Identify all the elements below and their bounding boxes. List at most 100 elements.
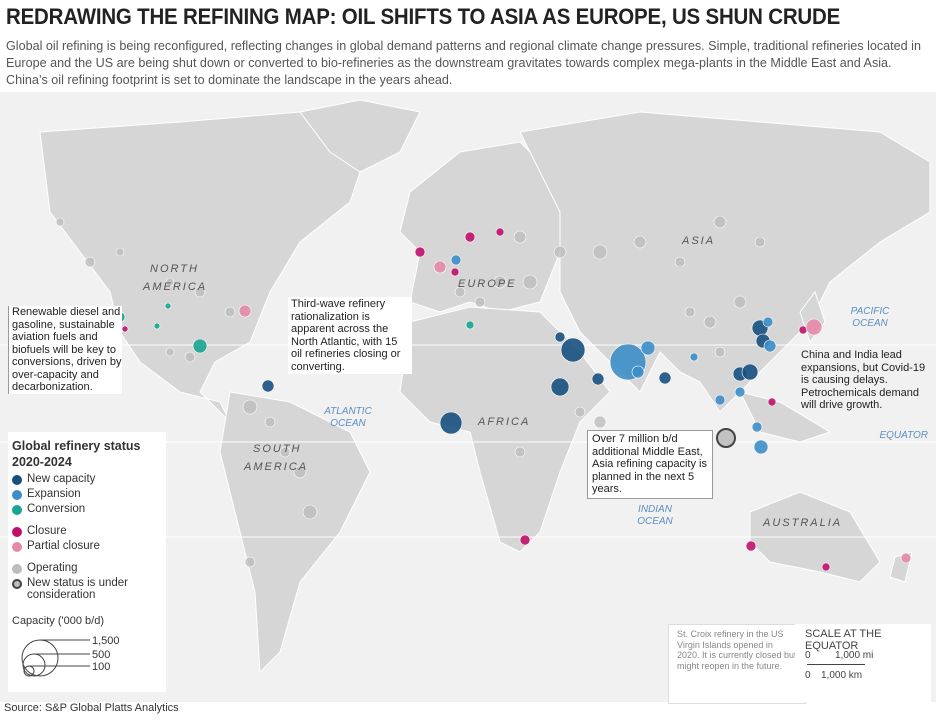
source: Source: S&P Global Platts Analytics <box>4 702 179 714</box>
refinery-marker <box>279 446 291 458</box>
refinery-marker <box>592 244 608 260</box>
refinery-marker <box>244 556 256 568</box>
title: REDRAWING THE REFINING MAP: OIL SHIFTS T… <box>6 4 841 29</box>
capacity-title: Capacity ('000 b/d) <box>12 615 104 627</box>
size-circle <box>21 639 59 677</box>
legend-swatch <box>12 527 22 537</box>
refinery-marker <box>716 428 736 448</box>
refinery-marker <box>550 377 570 397</box>
ocean-label: OCEAN <box>330 418 366 429</box>
legend: Global refinery status 2020-2024 New cap… <box>8 432 166 692</box>
legend-swatch <box>12 475 22 485</box>
refinery-marker <box>192 338 208 354</box>
scale-label: 1,000 km <box>821 670 863 681</box>
scale-title: SCALE AT THE EQUATOR <box>805 628 882 652</box>
legend-swatch <box>12 490 22 500</box>
refinery-marker <box>433 260 447 274</box>
refinery-marker <box>640 340 656 356</box>
refinery-marker <box>184 351 196 363</box>
refinery-marker <box>439 411 463 435</box>
refinery-marker <box>115 247 125 257</box>
ocean-label: OCEAN <box>637 516 673 527</box>
legend-swatch <box>12 564 22 574</box>
refinery-marker <box>121 325 129 333</box>
scale-label: 0 <box>805 650 811 661</box>
refinery-marker <box>522 274 538 290</box>
legend-title: 2020-2024 <box>12 455 72 469</box>
refinery-marker <box>302 504 318 520</box>
refinery-marker <box>684 306 696 318</box>
refinery-marker <box>751 421 763 433</box>
refinery-marker <box>84 256 96 268</box>
refinery-marker <box>763 339 777 353</box>
refinery-marker <box>514 446 526 458</box>
annotation: Third-wave refinery rationalization is a… <box>288 297 412 374</box>
refinery-marker <box>754 236 766 248</box>
refinery-marker <box>242 399 258 415</box>
refinery-marker <box>821 562 831 572</box>
ocean-label: PACIFIC <box>851 306 890 317</box>
size-label: 500 <box>92 649 110 661</box>
legend-item: New capacity <box>12 473 166 485</box>
capacity-legend: 1,500 500 100 <box>21 635 120 677</box>
region-label: SOUTH <box>253 443 302 455</box>
refinery-marker <box>464 231 476 243</box>
legend-swatch <box>12 542 22 552</box>
refinery-marker <box>900 552 912 564</box>
refinery-marker <box>753 439 769 455</box>
refinery-marker <box>553 245 567 259</box>
refinery-marker <box>513 230 527 244</box>
annotation: China and India lead expansions, but Cov… <box>801 349 926 411</box>
refinery-marker <box>238 304 252 318</box>
refinery-marker <box>713 215 727 229</box>
refinery-marker <box>164 302 172 310</box>
scale-label: 0 <box>805 670 811 681</box>
refinery-marker <box>703 315 717 329</box>
legend-item: Expansion <box>12 488 166 500</box>
region-label: AFRICA <box>477 416 530 428</box>
annotation: St. Croix refinery in the US Virgin Isla… <box>668 624 806 704</box>
region-label: NORTH <box>150 263 199 275</box>
refinery-marker <box>165 277 175 287</box>
refinery-marker <box>734 386 746 398</box>
land <box>39 99 931 674</box>
refinery-marker <box>591 372 605 386</box>
legend-item: Conversion <box>12 503 166 515</box>
legend-label: Partial closure <box>27 540 100 552</box>
legend-label: Operating <box>27 562 78 574</box>
legend-item: Closure <box>12 525 166 537</box>
size-label: 1,500 <box>92 635 120 647</box>
refinery-marker <box>762 316 774 328</box>
legend-label: New capacity <box>27 473 96 485</box>
legend-swatch <box>12 579 22 589</box>
refinery-marker <box>574 406 586 418</box>
scale-label: 1,000 mi <box>835 650 874 661</box>
region-label: ASIA <box>681 235 715 247</box>
refinery-marker <box>631 365 645 379</box>
refinery-marker <box>714 346 726 358</box>
region-label: AMERICA <box>243 461 308 473</box>
region-label: AMERICA <box>142 281 207 293</box>
refinery-marker <box>414 246 426 258</box>
refinery-marker <box>745 540 757 552</box>
annotation: Renewable diesel and gasoline, sustainab… <box>8 306 122 394</box>
scale-line <box>807 664 865 665</box>
refinery-marker <box>689 352 699 362</box>
refinery-marker <box>495 227 505 237</box>
refinery-marker <box>560 337 586 363</box>
refinery-marker <box>55 217 65 227</box>
subtitle: Global oil refining is being reconfigure… <box>6 39 921 87</box>
legend-swatch <box>12 505 22 515</box>
refinery-marker <box>805 318 823 336</box>
legend-label: Conversion <box>27 503 86 515</box>
legend-label: New status is under consideration <box>27 577 128 601</box>
ocean-label: OCEAN <box>852 318 888 329</box>
refinery-marker <box>450 267 460 277</box>
refinery-marker <box>741 363 759 381</box>
refinery-marker <box>633 235 647 249</box>
region-label: EUROPE <box>458 278 516 290</box>
region-labels: NORTH AMERICA SOUTH AMERICA EUROPE AFRIC… <box>142 235 928 529</box>
legend-item: Operating <box>12 562 166 574</box>
ocean-label: INDIAN <box>638 504 673 515</box>
refinery-marker <box>733 295 747 309</box>
